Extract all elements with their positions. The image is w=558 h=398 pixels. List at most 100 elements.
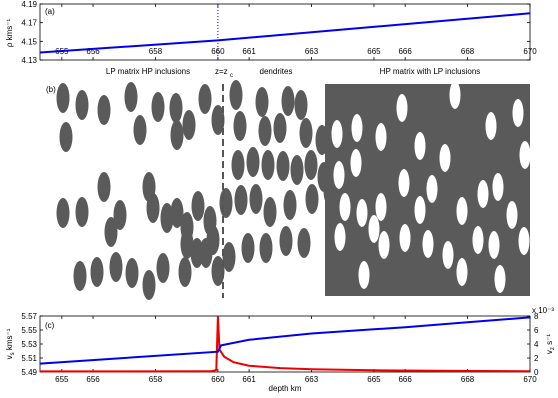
y-tick-label: 2 xyxy=(534,354,539,363)
x-tick-label: 658 xyxy=(149,47,163,56)
panel-b-label: (b) xyxy=(46,85,56,94)
lp-inclusion xyxy=(133,115,147,145)
lp-inclusion xyxy=(255,87,269,117)
lp-inclusion xyxy=(249,184,263,214)
region-label-dendrites: dendrites xyxy=(260,67,293,76)
hp-inclusion xyxy=(456,197,468,225)
lp-inclusion xyxy=(56,83,70,113)
hp-inclusion xyxy=(519,141,531,169)
x-tick-label: 666 xyxy=(398,375,412,384)
panel-c-left-ylabel: vs kms⁻¹ xyxy=(5,328,16,359)
hp-inclusion xyxy=(472,226,484,254)
lp-inclusion xyxy=(170,120,184,150)
lp-inclusion xyxy=(97,172,111,202)
lp-inclusion xyxy=(219,188,233,218)
lp-inclusion xyxy=(273,113,287,143)
y-tick-label: 5.53 xyxy=(21,340,37,349)
panel-a-density-line xyxy=(39,12,531,54)
panel-c-x-ticks: 655 656 658 660 661 663 665 666 668 670 xyxy=(55,316,537,384)
hp-inclusion xyxy=(449,81,461,109)
hp-inclusion xyxy=(456,258,468,286)
lp-inclusion xyxy=(281,86,295,116)
y-tick-label: 5.57 xyxy=(21,312,37,321)
x-tick-label: 666 xyxy=(398,47,412,56)
lp-inclusion xyxy=(199,238,213,268)
hp-inclusion xyxy=(442,241,454,269)
x-tick-label: 668 xyxy=(461,47,475,56)
hp-inclusion xyxy=(494,265,506,293)
lp-inclusion xyxy=(104,217,118,247)
lp-inclusion xyxy=(156,253,170,283)
lp-inclusion xyxy=(241,233,255,263)
lp-inclusion xyxy=(246,147,260,177)
hp-inclusion xyxy=(492,173,504,201)
lp-inclusion xyxy=(169,93,183,123)
lp-inclusion xyxy=(142,270,156,300)
panel-c-exponent-label: x 10⁻³ xyxy=(532,306,554,315)
panel-c: (c) 5.49 5.51 5.53 5.55 5.57 0 2 4 6 8 655 656 658… xyxy=(5,306,556,393)
hp-inclusion xyxy=(488,231,500,259)
x-tick-label: 668 xyxy=(461,375,475,384)
hp-inclusion xyxy=(439,144,451,172)
lp-inclusion xyxy=(97,95,111,125)
lp-inclusion xyxy=(124,82,138,112)
hp-inclusion xyxy=(375,193,387,221)
x-tick-label: 655 xyxy=(55,375,69,384)
hp-inclusion xyxy=(378,231,390,259)
svg-text:vs kms⁻¹: vs kms⁻¹ xyxy=(5,328,16,359)
lp-inclusion xyxy=(234,185,248,215)
x-tick-label: 663 xyxy=(305,47,319,56)
y-tick-label: 5.55 xyxy=(21,326,37,335)
lp-inclusion xyxy=(231,150,245,180)
x-tick-label: 656 xyxy=(86,47,100,56)
panel-b: (b) xyxy=(46,80,531,300)
lp-inclusion xyxy=(211,105,225,135)
lp-inclusion xyxy=(56,198,70,228)
y-tick-label: 4 xyxy=(534,340,539,349)
y-tick-label: 5.51 xyxy=(21,354,37,363)
panel-a-ylabel: ρ kms⁻¹ xyxy=(5,19,14,48)
lp-inclusion xyxy=(190,238,204,268)
hp-inclusion xyxy=(358,261,370,289)
lp-inclusion xyxy=(109,252,123,282)
hp-inclusion xyxy=(512,99,524,127)
x-tick-label: 665 xyxy=(367,47,381,56)
x-tick-label: 660 xyxy=(211,375,225,384)
lp-inclusion xyxy=(283,190,297,220)
hp-inclusion xyxy=(375,123,387,151)
hp-inclusion xyxy=(396,94,408,122)
lp-inclusion xyxy=(263,197,277,227)
lp-inclusion xyxy=(59,122,73,152)
hp-inclusion xyxy=(339,193,351,221)
x-tick-label: 670 xyxy=(523,47,537,56)
lp-inclusion xyxy=(259,233,273,263)
lp-inclusion xyxy=(261,150,275,180)
panel-a-label: (a) xyxy=(45,7,55,16)
lp-inclusion xyxy=(146,193,160,223)
lp-inclusion xyxy=(125,258,139,288)
hp-inclusion xyxy=(333,161,345,189)
panel-a-frame xyxy=(39,3,531,61)
y-tick-label: 4.15 xyxy=(21,37,37,46)
svg-text:vz s⁻¹: vz s⁻¹ xyxy=(545,334,556,354)
y-tick-label: 0 xyxy=(534,368,539,377)
lp-inclusion xyxy=(75,90,89,120)
panel-c-vz-line xyxy=(39,316,531,373)
x-tick-label: 661 xyxy=(242,47,256,56)
x-tick-label: 661 xyxy=(242,375,256,384)
lp-inclusion xyxy=(113,200,127,230)
region-label-zzc: z=z xyxy=(215,67,228,76)
hp-inclusion xyxy=(426,175,438,203)
hp-inclusion xyxy=(331,120,343,148)
y-tick-label: 4.17 xyxy=(21,19,37,28)
lp-inclusion xyxy=(211,256,225,286)
lp-inclusion xyxy=(297,228,311,258)
x-tick-label: 670 xyxy=(523,375,537,384)
lp-inclusion xyxy=(276,151,290,181)
y-tick-label: 4.19 xyxy=(21,0,37,9)
lp-inclusion xyxy=(290,155,304,185)
panel-a: (a) ρ kms⁻¹ 4.134.154.174.19 655 656 658 66… xyxy=(5,0,537,65)
hp-inclusion xyxy=(414,196,426,224)
lp-inclusion xyxy=(73,261,87,291)
lp-inclusion xyxy=(180,229,194,259)
